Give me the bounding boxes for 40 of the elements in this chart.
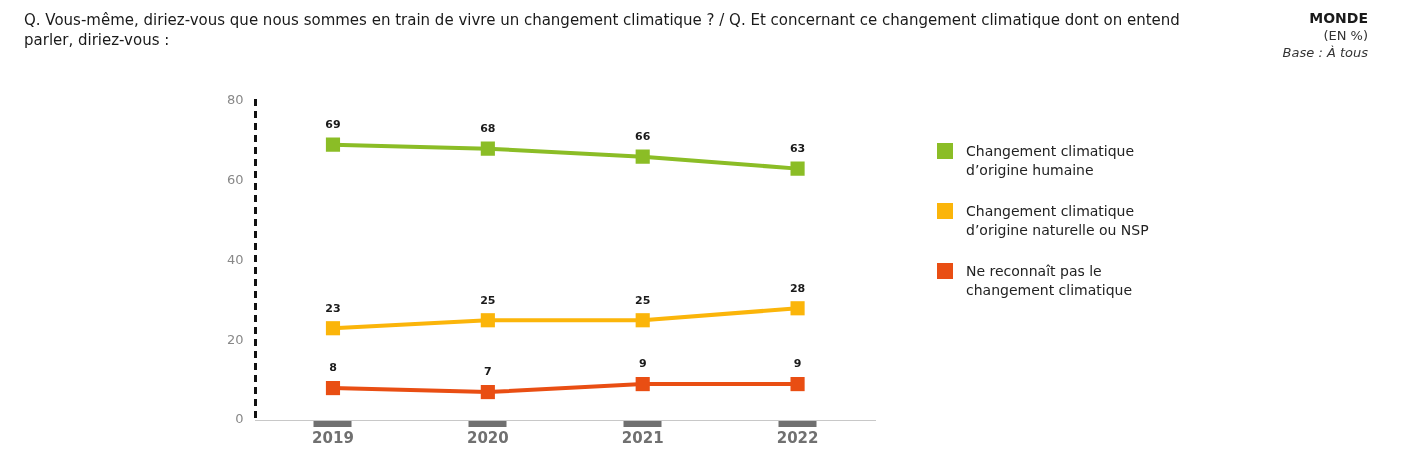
data-label: 66 <box>635 130 651 144</box>
y-tick-label: 40 <box>227 251 244 267</box>
y-tick-label: 0 <box>235 411 244 427</box>
text: Base : À tous <box>1282 44 1368 61</box>
data-label: 63 <box>789 141 806 155</box>
point <box>635 149 650 164</box>
data-label: 69 <box>325 118 341 132</box>
point <box>325 321 341 336</box>
point <box>790 161 805 176</box>
point <box>635 313 650 328</box>
data-label: 8 <box>329 361 337 375</box>
point <box>325 381 341 396</box>
point <box>635 377 650 392</box>
point <box>480 141 495 156</box>
data-label: 25 <box>480 293 496 307</box>
point <box>480 313 495 328</box>
point <box>790 377 805 392</box>
data-label: 7 <box>484 365 492 379</box>
data-label: 23 <box>325 301 341 315</box>
point <box>480 385 495 400</box>
legend-label: Ne reconnaît pas le changement climatique <box>966 262 1134 300</box>
x-tick-label: 2019 <box>312 428 354 447</box>
data-label: 28 <box>789 281 806 295</box>
y-tick-label: 60 <box>227 171 244 187</box>
point <box>790 301 805 316</box>
x-tick-label: 2021 <box>621 428 664 447</box>
y-tick-label: 80 <box>227 92 244 108</box>
x-tick-label: 2020 <box>466 428 509 447</box>
text: (EN %) <box>1322 27 1368 44</box>
data-label: 9 <box>793 357 802 371</box>
legend-label: Changement climatique d’origine humaine <box>966 142 1136 180</box>
x-tick-label: 2022 <box>776 428 819 447</box>
data-label: 68 <box>480 122 496 136</box>
legend-label: Changement climatique d’origine naturelle ou NSP <box>966 202 1150 240</box>
chart-title: Q. Vous-même, diriez-vous que nous sommes en train de vivre un changement climatique ? / Q. Et concernant ce changement climatique dont on entend parler, diriez-vous : <box>24 10 1181 50</box>
data-label: 9 <box>638 357 647 371</box>
text: MONDE <box>1308 10 1368 27</box>
point <box>325 137 341 152</box>
y-tick-label: 20 <box>227 331 244 347</box>
data-label: 25 <box>635 293 651 307</box>
